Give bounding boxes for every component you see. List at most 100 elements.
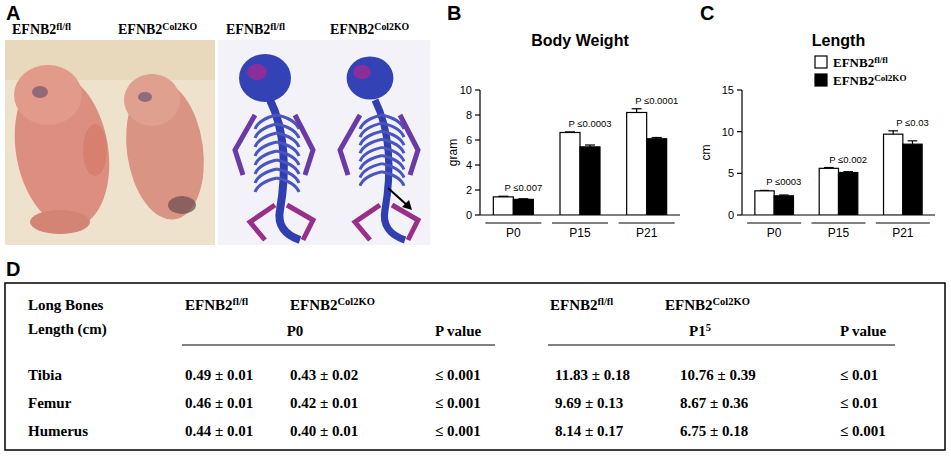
error-bar (843, 171, 853, 173)
marks (755, 131, 922, 215)
forelimb (340, 115, 360, 175)
group-rule (548, 345, 895, 346)
label-base: EFNB2 (118, 22, 162, 37)
y-tick-label: 10 (722, 126, 734, 138)
forelimb (295, 115, 313, 175)
cell: 0.44 ± 0.01 (185, 423, 253, 439)
cell: ≤ 0.001 (435, 367, 481, 383)
cell: ≤ 0.001 (840, 423, 886, 439)
hindlimb (287, 205, 313, 240)
pup-body (3, 65, 121, 235)
label-sup: fl/fl (233, 296, 249, 307)
photo-bg (218, 40, 430, 245)
label-sup: fl/fl (598, 296, 614, 307)
cell: 10.76 ± 0.39 (680, 367, 756, 383)
cell: ≤ 0.001 (435, 423, 481, 439)
cell: 9.69 ± 0.13 (555, 395, 623, 411)
y-axis-title: cm (699, 145, 713, 161)
label-base: EFNB2 (833, 55, 874, 70)
x-tick-label: P21 (892, 226, 914, 240)
annotation: P ≤0.002 (829, 154, 867, 165)
panel-a: AEFNB2fl/flEFNB2Col2KOEFNB2fl/flEFNB2Col… (3, 2, 430, 245)
bar (819, 168, 838, 215)
annotation: P ≤0003 (766, 176, 801, 187)
group-rule (182, 345, 495, 346)
label-base: EFNB2 (330, 22, 374, 37)
cell: 8.67 ± 0.36 (680, 395, 749, 411)
bar (903, 144, 922, 215)
label-base: EFNB2 (12, 22, 56, 37)
figure: AEFNB2fl/flEFNB2Col2KOEFNB2fl/flEFNB2Col… (0, 0, 951, 456)
label-base: EFNB2 (185, 297, 233, 313)
cell: ≤ 0.01 (840, 367, 878, 383)
bar (839, 173, 858, 216)
label-base: EFNB2 (550, 297, 598, 313)
category-bracket (552, 223, 608, 224)
panel-letter: A (6, 2, 20, 24)
row-name: Humerus (28, 423, 88, 439)
row-name: Tibia (28, 367, 62, 383)
y-tick-label: 4 (466, 159, 472, 171)
category-bracket (619, 223, 675, 224)
photo-label: EFNB2Col2KO (118, 21, 198, 37)
label-sup: fl/fl (270, 21, 285, 32)
skull-ossified (353, 65, 371, 79)
y-tick (475, 114, 480, 115)
error-cap (565, 131, 575, 132)
bar (627, 113, 647, 216)
pup-leg (30, 210, 90, 234)
rib (255, 178, 277, 192)
column-head: EFNB2fl/fl (185, 296, 248, 313)
marks (493, 109, 666, 215)
legend-swatch (815, 56, 827, 68)
panel-letter: D (6, 258, 20, 280)
category-bracket (747, 223, 801, 224)
chart-0: BBody Weight0246810gramP0P ≤0.007P15P ≤0… (446, 2, 680, 240)
error-cap (824, 167, 834, 168)
cell: 0.46 ± 0.01 (185, 395, 253, 411)
photo-label: EFNB2fl/fl (226, 21, 285, 37)
y-axis-title: gram (446, 139, 460, 166)
label-base: P1 (689, 323, 706, 339)
row-header: Length (cm) (28, 321, 107, 338)
label-base: EFNB2 (226, 22, 270, 37)
bar (560, 133, 580, 216)
category-bracket (485, 223, 541, 224)
y-tick (737, 89, 742, 90)
annotation: P ≤0.007 (504, 182, 542, 193)
legend: EFNB2fl/flEFNB2Col2KO (815, 55, 907, 88)
bar (884, 134, 903, 215)
error-bar (824, 167, 834, 169)
pup-head (124, 74, 180, 126)
y-tick (737, 173, 742, 174)
label-sup: Col2KO (874, 73, 906, 83)
rib (360, 172, 382, 186)
error-bar (888, 131, 898, 134)
annotation: P ≤0.0003 (568, 118, 611, 129)
y-tick-label: 8 (466, 109, 472, 121)
y-tick-label: 2 (466, 184, 472, 196)
error-cap (498, 196, 508, 197)
hindlimb (392, 205, 418, 240)
error-bar (585, 145, 595, 147)
column-head: EFNB2fl/fl (550, 296, 613, 313)
label-sup: fl/fl (56, 21, 71, 32)
y-tick-label: 10 (460, 84, 472, 96)
skull-ossified (247, 64, 267, 80)
group-label: P15 (689, 322, 711, 339)
y-tick (475, 89, 480, 90)
y-tick (737, 131, 742, 132)
y-tick (475, 139, 480, 140)
y-tick-label: 0 (466, 209, 472, 221)
cell: 0.40 ± 0.01 (290, 423, 358, 439)
x-tick-label: P0 (506, 226, 521, 240)
error-cap (760, 190, 770, 191)
bar (774, 196, 793, 215)
error-bar (908, 141, 918, 144)
error-cap (518, 198, 528, 199)
table: DLong BonesLength (cm)EFNB2fl/flEFNB2Col… (5, 258, 945, 450)
label-sup: Col2KO (713, 296, 750, 307)
error-cap (652, 137, 662, 138)
error-cap (632, 108, 642, 109)
pup-mark (168, 196, 196, 214)
